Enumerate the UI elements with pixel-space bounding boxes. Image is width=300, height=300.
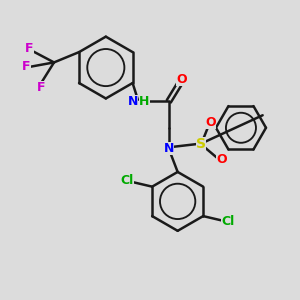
Text: S: S [196, 137, 206, 151]
Text: O: O [205, 116, 216, 129]
Text: N: N [164, 142, 174, 155]
Text: O: O [176, 73, 187, 86]
Text: F: F [25, 42, 34, 56]
Text: O: O [216, 153, 227, 167]
Text: N: N [128, 95, 138, 108]
Text: H: H [139, 95, 150, 108]
Text: F: F [22, 60, 31, 73]
Text: Cl: Cl [221, 215, 235, 229]
Text: Cl: Cl [121, 174, 134, 187]
Text: F: F [37, 81, 45, 94]
